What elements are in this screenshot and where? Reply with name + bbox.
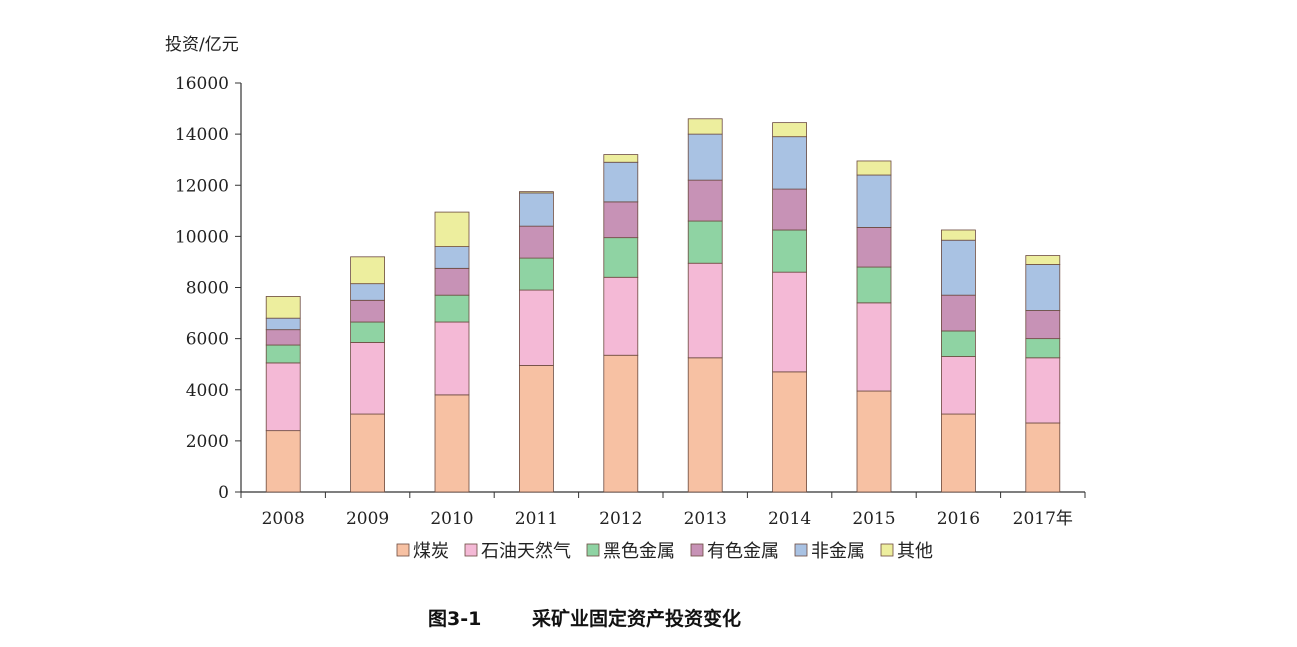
bar-segment-2016-石油天然气 [941,356,976,415]
bar-segment-2016-黑色金属 [941,330,976,357]
legend-label: 石油天然气 [481,541,571,562]
legend-swatch-石油天然气 [464,543,478,557]
legend-swatch-有色金属 [690,543,704,557]
bar-segment-2009-黑色金属 [350,321,386,343]
x-tick-label: 2008 [262,509,305,529]
bar-segment-2017年-有色金属 [1025,310,1061,340]
bar-segment-2015-煤炭 [856,390,892,493]
y-tick-label: 0 [218,483,229,503]
bar-segment-2016-煤炭 [941,413,976,493]
bar-segment-2011-其他 [519,191,554,194]
bar-segment-2011-非金属 [519,192,554,227]
bar-segment-2012-有色金属 [603,201,639,239]
bar-segment-2010-有色金属 [434,267,470,296]
x-tick-label: 2010 [430,509,473,529]
bar-segment-2008-石油天然气 [265,362,301,432]
bar-segment-2014-石油天然气 [772,271,807,373]
legend-label: 非金属 [811,541,865,562]
y-tick-label: 16000 [175,74,229,94]
bar-segment-2009-有色金属 [350,299,386,323]
bar-segment-2012-黑色金属 [603,237,639,278]
bar-segment-2014-非金属 [772,136,807,190]
bar-segment-2011-黑色金属 [519,257,554,291]
y-tick-label: 2000 [186,432,229,452]
bar-segment-2013-有色金属 [687,179,723,222]
x-tick-label: 2013 [684,509,727,529]
bar-segment-2016-其他 [941,229,976,241]
bar-segment-2009-其他 [350,256,386,285]
bar-segment-2010-石油天然气 [434,321,470,396]
legend-label: 黑色金属 [603,541,675,562]
bar-segment-2013-非金属 [687,133,723,181]
legend-swatch-煤炭 [396,543,410,557]
bar-segment-2012-其他 [603,154,639,163]
bar-segment-2011-有色金属 [519,225,554,259]
bar-segment-2016-有色金属 [941,294,976,332]
bar-segment-2014-黑色金属 [772,229,807,273]
legend-label: 其他 [897,541,933,562]
bar-segment-2008-煤炭 [265,430,301,493]
bar-segment-2011-石油天然气 [519,289,554,366]
bar-segment-2010-黑色金属 [434,294,470,323]
bar-segment-2009-石油天然气 [350,342,386,415]
x-tick-label: 2014 [768,509,811,529]
bar-segment-2008-非金属 [265,317,301,331]
bar-segment-2013-黑色金属 [687,220,723,264]
bar-segment-2015-黑色金属 [856,266,892,304]
bar-segment-2017年-煤炭 [1025,422,1061,493]
bar-segment-2016-非金属 [941,239,976,296]
legend: 煤炭 石油天然气 黑色金属 有色金属 非金属 其他 [396,541,933,562]
x-tick-label: 2017年 [1013,509,1073,529]
figure-caption-number: 图3-1 [428,608,481,630]
x-tick-label: 2015 [852,509,895,529]
bar-segment-2009-煤炭 [350,413,386,493]
y-axis-title: 投资/亿元 [165,35,239,55]
bar-segment-2017年-黑色金属 [1025,338,1061,359]
y-tick-label: 6000 [186,330,229,350]
bar-segment-2010-其他 [434,211,470,247]
bar-segment-2011-煤炭 [519,365,554,493]
y-tick-label: 14000 [175,125,229,145]
bar-segment-2017年-石油天然气 [1025,357,1061,424]
bar-segment-2014-煤炭 [772,371,807,493]
bar-segment-2017年-其他 [1025,255,1061,265]
bar-segment-2015-非金属 [856,174,892,228]
bar-segment-2015-石油天然气 [856,302,892,392]
bar-segment-2014-有色金属 [772,188,807,231]
bar-segment-2012-非金属 [603,161,639,203]
bar-segment-2010-非金属 [434,246,470,269]
bar-segment-2017年-非金属 [1025,264,1061,311]
bar-segment-2008-黑色金属 [265,344,301,364]
bar-segment-2012-煤炭 [603,354,639,493]
bar-segment-2012-石油天然气 [603,276,639,356]
legend-label: 有色金属 [707,541,779,562]
x-tick-label: 2016 [937,509,980,529]
bar-segment-2013-煤炭 [687,357,723,493]
bar-segment-2008-其他 [265,296,301,319]
legend-swatch-非金属 [794,543,808,557]
legend-swatch-其他 [880,543,894,557]
y-tick-label: 12000 [175,176,229,196]
bar-segment-2010-煤炭 [434,394,470,493]
bar-segment-2013-石油天然气 [687,262,723,359]
bar-segment-2015-其他 [856,160,892,176]
bar-segment-2009-非金属 [350,283,386,301]
x-tick-label: 2009 [346,509,389,529]
legend-label: 煤炭 [413,541,449,562]
x-tick-label: 2011 [515,509,558,529]
y-tick-label: 4000 [186,381,229,401]
bar-segment-2013-其他 [687,118,723,135]
legend-swatch-黑色金属 [586,543,600,557]
figure-caption-title: 采矿业固定资产投资变化 [532,607,741,630]
bar-segment-2008-有色金属 [265,329,301,346]
bar-segment-2014-其他 [772,122,807,138]
x-tick-label: 2012 [599,509,642,529]
y-tick-label: 10000 [175,227,229,247]
y-tick-label: 8000 [186,279,229,299]
bar-segment-2015-有色金属 [856,227,892,268]
plot-area: 0 2000 4000 6000 8000 10000 12000 14000 16000 200… [175,74,1086,529]
